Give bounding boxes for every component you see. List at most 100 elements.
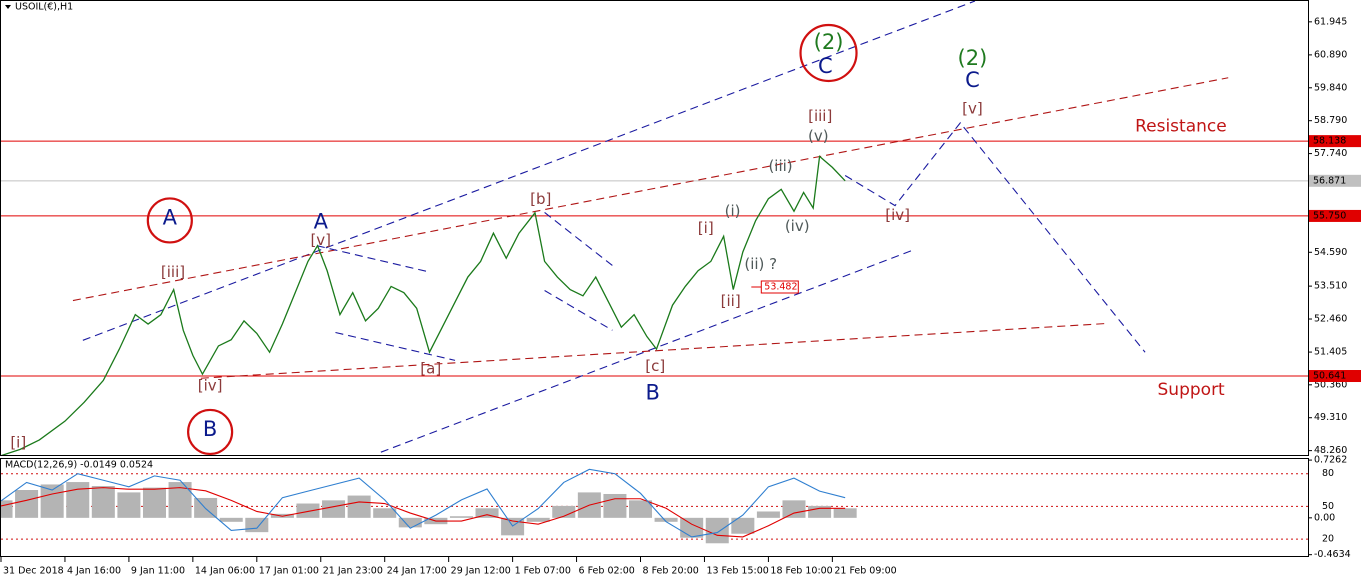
x-tick-label: 24 Jan 17:00 xyxy=(387,566,447,577)
y-tick-label: -0.4634 xyxy=(1314,549,1351,560)
x-tick-label: 17 Jan 01:00 xyxy=(259,566,319,577)
macd-bar xyxy=(654,517,678,522)
y-tick-label: 52.460 xyxy=(1314,314,1347,325)
wave-label: [iii] xyxy=(808,107,832,125)
y-tick-label: 57.740 xyxy=(1314,148,1347,159)
wave-label: B xyxy=(645,380,659,404)
macd-title: MACD(12,26,9) -0.0149 0.0524 xyxy=(5,460,153,471)
macd-bar xyxy=(245,517,269,533)
main-frame xyxy=(0,0,1309,456)
macd-bar xyxy=(552,505,576,518)
wave-label: Resistance xyxy=(1135,117,1227,137)
label-circle xyxy=(187,408,234,456)
y-tick-label: 0.7262 xyxy=(1314,455,1347,466)
macd-bar xyxy=(347,495,371,518)
macd-bar xyxy=(475,508,499,518)
level-label: 50.641 xyxy=(1313,371,1346,382)
y-tick-label: 0.00 xyxy=(1314,512,1335,523)
macd-bar xyxy=(15,490,39,518)
wave-label: C xyxy=(818,54,833,78)
macd-bar xyxy=(628,500,653,518)
x-tick-label: 21 Feb 09:00 xyxy=(834,566,896,577)
macd-bar xyxy=(603,493,627,518)
y-tick-label: 49.310 xyxy=(1314,412,1347,423)
x-tick-label: 13 Feb 15:00 xyxy=(706,566,768,577)
macd-bar xyxy=(526,517,550,522)
wave-label: (iv) xyxy=(785,217,810,235)
macd-bar xyxy=(1,500,13,518)
trend-line xyxy=(544,212,613,266)
label-circle xyxy=(799,23,858,83)
label-circle xyxy=(146,197,193,244)
macd-bar xyxy=(296,503,320,518)
macd-bar xyxy=(219,517,243,522)
macd-bar xyxy=(808,505,832,518)
wave-label: (iii) xyxy=(768,157,792,175)
x-tick-label: 8 Feb 20:00 xyxy=(643,566,699,577)
price-marker-label: 53.482 xyxy=(764,281,797,292)
wave-label: B xyxy=(203,417,217,441)
wave-label: [a] xyxy=(420,360,441,378)
level-tag xyxy=(1309,370,1361,383)
macd-bar xyxy=(168,482,192,518)
trend-line xyxy=(380,249,913,453)
macd-bar xyxy=(680,517,704,538)
wave-label: [i] xyxy=(10,434,26,452)
macd-bar xyxy=(731,517,755,534)
y-tick-label: 54.590 xyxy=(1314,247,1347,258)
wave-label: (ii) ? xyxy=(744,255,777,273)
y-tick-label: 48.260 xyxy=(1314,445,1347,456)
level-tag xyxy=(1309,174,1361,187)
chart-title: USOIL(€),H1 xyxy=(15,2,73,13)
x-tick-label: 4 Jan 16:00 xyxy=(67,566,121,577)
price-marker-box xyxy=(760,280,799,294)
wave-label: [iv] xyxy=(198,377,223,395)
wave-label: A xyxy=(163,205,178,229)
wave-label: [i] xyxy=(698,219,714,237)
x-tick-label: 31 Dec 2018 xyxy=(3,566,64,577)
wave-label: (2) xyxy=(958,46,988,70)
macd-bar xyxy=(782,500,806,518)
trend-line xyxy=(844,121,1146,353)
trend-line xyxy=(82,1,976,341)
macd-bar xyxy=(322,500,346,518)
y-tick-label: 60.890 xyxy=(1314,49,1347,60)
macd-bar xyxy=(142,487,166,518)
trend-line xyxy=(316,245,431,273)
level-label: 56.871 xyxy=(1313,175,1346,186)
oscillator-line xyxy=(1,468,846,538)
wave-label: (2) xyxy=(814,30,844,54)
y-tick-label: 53.510 xyxy=(1314,281,1347,292)
level-label: 55.750 xyxy=(1313,210,1346,221)
signal-line xyxy=(1,487,846,538)
macd-bar xyxy=(91,486,115,518)
y2-tick-label: 50 xyxy=(1322,501,1334,512)
x-tick-label: 1 Feb 07:00 xyxy=(515,566,571,577)
wave-label: C xyxy=(965,68,980,92)
trend-line xyxy=(200,322,1109,379)
price-line xyxy=(1,155,846,455)
trend-line xyxy=(72,77,1229,302)
y2-tick-label: 20 xyxy=(1322,534,1334,545)
level-tag xyxy=(1309,135,1361,148)
macd-bar xyxy=(373,508,397,518)
wave-label: [c] xyxy=(645,357,665,375)
wave-label: [iv] xyxy=(885,206,910,224)
x-tick-label: 18 Feb 10:00 xyxy=(770,566,832,577)
symbol-arrow xyxy=(5,5,11,9)
x-tick-label: 9 Jan 11:00 xyxy=(131,566,185,577)
macd-bar xyxy=(705,517,729,544)
y-tick-label: 51.405 xyxy=(1314,347,1347,358)
macd-bar xyxy=(833,508,857,518)
wave-label: [v] xyxy=(962,99,983,117)
trend-line xyxy=(544,290,613,331)
x-tick-label: 6 Feb 02:00 xyxy=(579,566,635,577)
macd-bar xyxy=(449,516,473,518)
wave-label: Support xyxy=(1158,380,1226,400)
x-tick-label: 21 Jan 23:00 xyxy=(323,566,383,577)
x-tick-label: 29 Jan 12:00 xyxy=(451,566,511,577)
wave-label: A xyxy=(314,210,329,234)
x-tick-label: 14 Jan 06:00 xyxy=(195,566,255,577)
wave-label: [b] xyxy=(530,190,551,208)
